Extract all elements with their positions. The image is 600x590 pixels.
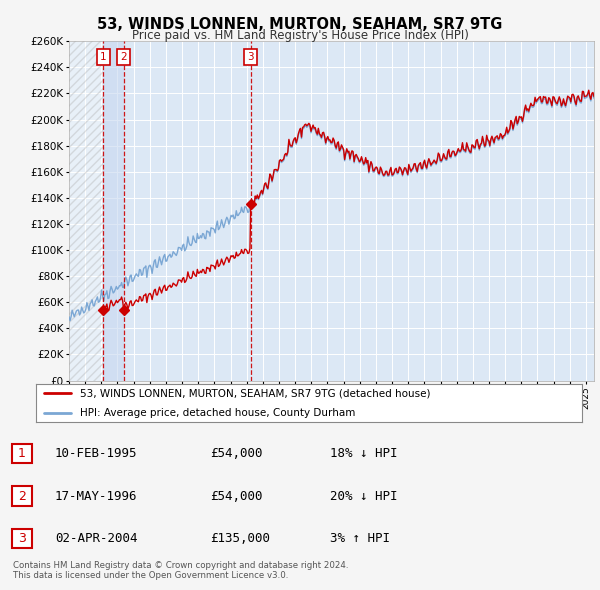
Text: 18% ↓ HPI: 18% ↓ HPI bbox=[330, 447, 398, 460]
Text: 3: 3 bbox=[18, 532, 26, 545]
Text: 20% ↓ HPI: 20% ↓ HPI bbox=[330, 490, 398, 503]
FancyBboxPatch shape bbox=[12, 529, 32, 549]
Text: 3% ↑ HPI: 3% ↑ HPI bbox=[330, 532, 390, 545]
Text: 53, WINDS LONNEN, MURTON, SEAHAM, SR7 9TG: 53, WINDS LONNEN, MURTON, SEAHAM, SR7 9T… bbox=[97, 17, 503, 31]
Text: 53, WINDS LONNEN, MURTON, SEAHAM, SR7 9TG (detached house): 53, WINDS LONNEN, MURTON, SEAHAM, SR7 9T… bbox=[80, 388, 430, 398]
Text: 3: 3 bbox=[247, 52, 254, 62]
Text: £54,000: £54,000 bbox=[210, 447, 263, 460]
Text: £54,000: £54,000 bbox=[210, 490, 263, 503]
FancyBboxPatch shape bbox=[12, 486, 32, 506]
Text: 10-FEB-1995: 10-FEB-1995 bbox=[55, 447, 137, 460]
Text: 1: 1 bbox=[100, 52, 106, 62]
Bar bbox=[69, 41, 103, 381]
Text: 2: 2 bbox=[18, 490, 26, 503]
Text: 1: 1 bbox=[18, 447, 26, 460]
Text: 02-APR-2004: 02-APR-2004 bbox=[55, 532, 137, 545]
Text: 17-MAY-1996: 17-MAY-1996 bbox=[55, 490, 137, 503]
Text: Price paid vs. HM Land Registry's House Price Index (HPI): Price paid vs. HM Land Registry's House … bbox=[131, 29, 469, 42]
Bar bbox=[103, 41, 124, 381]
FancyBboxPatch shape bbox=[12, 444, 32, 463]
Text: HPI: Average price, detached house, County Durham: HPI: Average price, detached house, Coun… bbox=[80, 408, 355, 418]
Text: £135,000: £135,000 bbox=[210, 532, 270, 545]
Text: Contains HM Land Registry data © Crown copyright and database right 2024.
This d: Contains HM Land Registry data © Crown c… bbox=[13, 560, 349, 580]
Text: 2: 2 bbox=[120, 52, 127, 62]
